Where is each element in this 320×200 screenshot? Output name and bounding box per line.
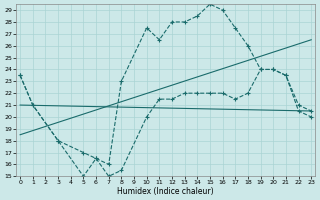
X-axis label: Humidex (Indice chaleur): Humidex (Indice chaleur) xyxy=(117,187,214,196)
